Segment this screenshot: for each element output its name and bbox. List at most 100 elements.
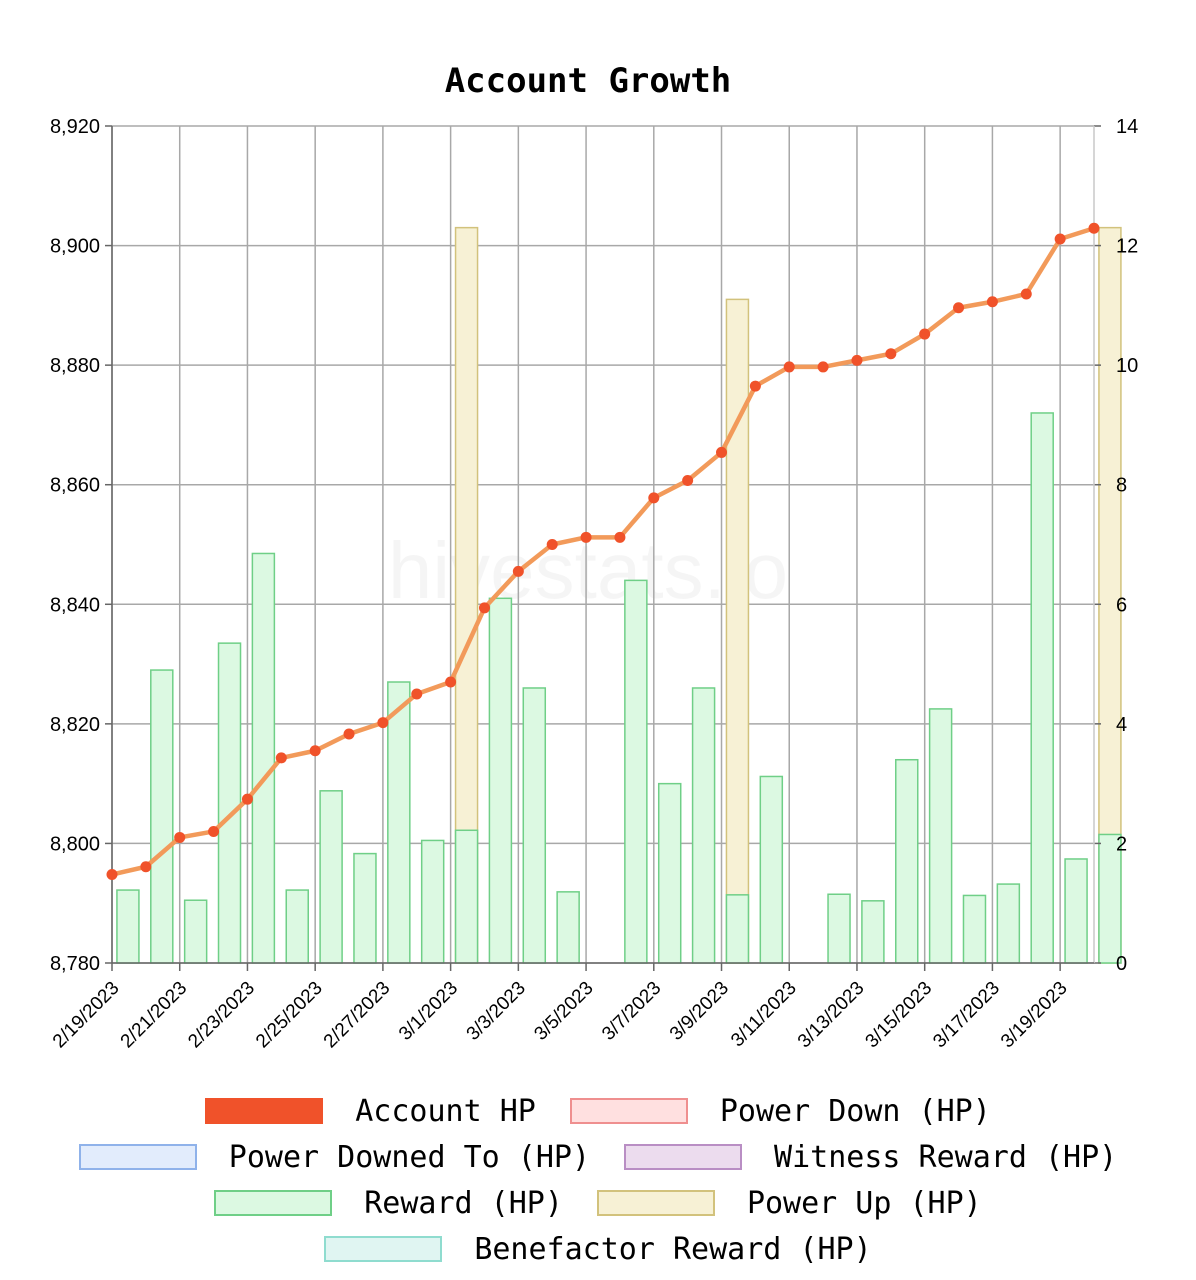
- legend-label: Account HP: [355, 1093, 536, 1129]
- right-tick-label: 2: [1116, 833, 1127, 855]
- legend: Account HP Power Down (HP) Power Downed …: [0, 1088, 1196, 1272]
- legend-label: Power Downed To (HP): [228, 1139, 591, 1175]
- reward-bar: [1098, 833, 1122, 964]
- x-tick-label: 2/19/2023: [49, 978, 124, 1053]
- legend-label: Witness Reward (HP): [774, 1139, 1118, 1175]
- reward-bar: [895, 758, 919, 964]
- account-hp-point: [445, 676, 457, 688]
- x-tick-label: 2/27/2023: [320, 978, 395, 1053]
- left-tick-label: 8,780: [50, 953, 100, 975]
- x-tick-label: 3/19/2023: [997, 978, 1072, 1053]
- x-tick-label: 2/25/2023: [252, 978, 327, 1053]
- reward-bar: [420, 839, 445, 964]
- legend-swatch-reward: [214, 1190, 333, 1216]
- right-axis-ticks: 0 2 4 6 8 10 12 14: [1116, 116, 1138, 975]
- x-tick-label: 3/13/2023: [794, 978, 869, 1053]
- account-hp-point: [682, 475, 694, 487]
- legend-swatch-power-downed-to: [78, 1144, 197, 1170]
- reward-bar: [556, 891, 580, 964]
- account-hp-point: [140, 861, 152, 873]
- reward-bar: [353, 852, 377, 964]
- account-hp-point: [174, 831, 186, 843]
- legend-item-benefactor-reward[interactable]: Benefactor Reward (HP): [324, 1231, 872, 1267]
- reward-bar: [928, 708, 953, 964]
- legend-item-power-downed-to[interactable]: Power Downed To (HP): [78, 1139, 591, 1175]
- legend-label: Benefactor Reward (HP): [474, 1231, 872, 1267]
- reward-bar: [319, 790, 343, 964]
- x-tick-label: 3/11/2023: [727, 978, 801, 1052]
- x-tick-label: 3/15/2023: [862, 978, 937, 1053]
- legend-label: Power Down (HP): [719, 1093, 991, 1129]
- account-hp-point: [343, 728, 355, 740]
- reward-bar: [1064, 858, 1088, 964]
- reward-bar: [387, 681, 411, 964]
- left-tick-label: 8,820: [50, 714, 100, 736]
- reward-bar: [1030, 412, 1054, 964]
- reward-bar: [522, 687, 547, 964]
- reward-bar: [217, 642, 242, 964]
- x-tick-label: 3/9/2023: [666, 978, 733, 1045]
- left-tick-label: 8,840: [50, 594, 100, 616]
- x-tick-label: 2/21/2023: [117, 978, 192, 1053]
- account-hp-point: [1088, 222, 1100, 234]
- account-hp-point: [885, 348, 897, 360]
- left-axis-ticks: 8,780 8,800 8,820 8,840 8,860 8,880 8,900 8,920: [50, 116, 100, 975]
- chart-title: Account Growth: [445, 61, 732, 101]
- left-tick-label: 8,920: [50, 116, 100, 138]
- legend-item-witness-reward[interactable]: Witness Reward (HP): [624, 1140, 1117, 1175]
- legend-swatch-benefactor-reward: [324, 1236, 443, 1262]
- legend-label: Reward (HP): [364, 1185, 563, 1221]
- right-tick-label: 14: [1116, 116, 1138, 138]
- account-growth-chart: Account Growth hivestats.io 8,7808,8008,…: [49, 61, 1138, 1053]
- account-hp-point: [546, 539, 558, 550]
- account-hp-line: [109, 225, 1097, 877]
- reward-bar: [657, 782, 682, 964]
- account-hp-point: [275, 752, 287, 764]
- reward-bar: [725, 894, 750, 964]
- legend-swatch-power-up: [596, 1190, 715, 1216]
- legend-swatch-power-down: [569, 1098, 688, 1124]
- legend-label: Power Up (HP): [746, 1185, 982, 1221]
- x-axis-ticks: 2/19/20232/21/20232/23/20232/25/20232/27…: [49, 978, 1072, 1053]
- x-tick-label: 3/5/2023: [530, 978, 597, 1045]
- account-hp-point: [309, 745, 321, 757]
- account-hp-point: [411, 688, 423, 700]
- reward-bar: [488, 597, 513, 964]
- power-up-bars: [454, 226, 1122, 964]
- legend-item-account-hp[interactable]: Account HP: [205, 1094, 536, 1129]
- axes: [105, 125, 1101, 971]
- account-hp-point: [580, 531, 592, 543]
- legend-item-power-down[interactable]: Power Down (HP): [569, 1093, 991, 1129]
- account-hp-point: [512, 565, 524, 577]
- x-tick-label: 3/17/2023: [929, 978, 1004, 1053]
- reward-bars: [116, 412, 1122, 964]
- reward-bar: [116, 889, 140, 964]
- legend-swatch-witness-reward: [624, 1144, 743, 1170]
- left-tick-label: 8,860: [50, 475, 100, 497]
- reward-bar: [691, 687, 716, 964]
- reward-bar: [150, 669, 174, 964]
- account-hp-point: [716, 446, 728, 458]
- x-tick-label: 3/1/2023: [395, 978, 462, 1045]
- account-hp-point: [749, 380, 761, 392]
- reward-bar: [861, 900, 885, 964]
- reward-bar: [962, 894, 987, 964]
- left-tick-label: 8,800: [50, 833, 100, 855]
- right-tick-label: 0: [1116, 953, 1127, 975]
- right-tick-label: 12: [1116, 236, 1138, 258]
- right-tick-label: 4: [1116, 714, 1127, 736]
- account-hp-point: [1020, 288, 1032, 300]
- legend-swatch-account-hp: [205, 1098, 324, 1124]
- reward-bar: [183, 899, 208, 964]
- legend-item-reward[interactable]: Reward (HP): [214, 1186, 563, 1221]
- account-hp-point: [783, 361, 795, 373]
- account-hp-line-path: [109, 225, 1097, 877]
- reward-bar: [827, 893, 851, 964]
- account-hp-point: [648, 492, 660, 504]
- right-tick-label: 6: [1116, 594, 1127, 616]
- account-hp-point: [953, 302, 965, 314]
- reward-bar: [285, 889, 309, 964]
- legend-item-power-up[interactable]: Power Up (HP): [596, 1185, 982, 1221]
- reward-bar: [996, 883, 1021, 964]
- account-hp-point: [614, 531, 626, 543]
